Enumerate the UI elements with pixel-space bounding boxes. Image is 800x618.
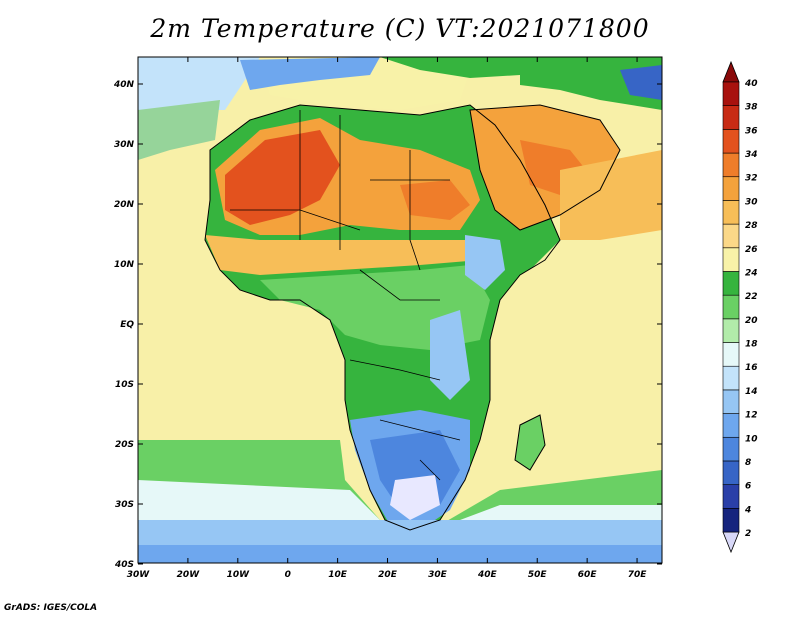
lon-tick-label: 30W <box>127 570 151 580</box>
lat-tick-label: 40N <box>113 80 135 90</box>
colorbar-label: 20 <box>745 316 758 326</box>
colorbar-swatch <box>722 342 740 367</box>
lon-tick-label: 70E <box>628 570 648 580</box>
colorbar-swatch <box>722 294 740 320</box>
colorbar-label: 8 <box>745 458 751 468</box>
colorbar-swatch <box>722 247 740 272</box>
colorbar-label: 12 <box>745 411 758 421</box>
lat-tick-label: 10S <box>115 380 134 390</box>
colorbar-label: 24 <box>745 268 758 278</box>
sudan-hot <box>400 180 470 220</box>
lon-tick-label: 10E <box>328 570 348 580</box>
colorbar-swatch <box>722 460 740 485</box>
colorbar-swatch <box>722 105 740 130</box>
colorbar-swatch <box>722 81 740 106</box>
colorbar-label: 10 <box>745 434 758 444</box>
arabia-coastline <box>469 104 621 231</box>
west-sahara-hottest <box>225 130 340 225</box>
colorbar-swatch <box>722 389 740 414</box>
asia-cool <box>620 65 662 100</box>
lon-tick-label: 20W <box>177 570 201 580</box>
atlantic-green-band <box>138 100 220 160</box>
lat-tick-label: 30N <box>114 140 135 150</box>
colorbar-swatch <box>722 271 740 296</box>
colorbar-label: 36 <box>745 126 758 136</box>
ethiopia-cool <box>465 235 505 290</box>
lon-tick-label: 50E <box>528 570 548 580</box>
colorbar-label: 14 <box>745 387 758 397</box>
colorbar-label: 34 <box>745 150 758 160</box>
colorbar-label: 40 <box>744 79 758 89</box>
lat-tick-label: 20S <box>115 440 134 450</box>
arabian-sea-warm <box>560 150 662 240</box>
lon-tick-label: 30E <box>428 570 448 580</box>
colorbar-swatch <box>722 365 740 391</box>
colorbar-swatch <box>722 508 740 533</box>
map-plot-area <box>138 57 662 563</box>
europe-green <box>380 57 520 78</box>
map-frame <box>137 56 663 564</box>
latitude-axis: 40N 30N 20N 10N EQ 10S 20S 30S 40S <box>113 80 662 570</box>
colorbar-label: 28 <box>745 221 758 231</box>
north-atlantic-cool <box>138 57 260 120</box>
country-borders <box>230 110 461 481</box>
longitude-axis: 30W 20W 10W 0 10E 20E 30E 40E 50E 60E 70E <box>127 57 647 580</box>
colorbar-label: 16 <box>745 363 758 373</box>
lat-tick-label: 40S <box>114 560 134 570</box>
colorbar-swatch <box>722 223 740 249</box>
lat-tick-label: 10N <box>114 260 135 270</box>
madagascar <box>515 415 545 470</box>
africa-coastline <box>204 104 561 531</box>
lon-tick-label: 0 <box>285 570 291 580</box>
lon-tick-label: 20E <box>378 570 398 580</box>
colorbar-swatch <box>722 484 740 509</box>
colorbar-label: 6 <box>745 482 751 492</box>
lon-tick-label: 60E <box>578 570 598 580</box>
lat-tick-label: 20N <box>114 200 135 210</box>
colorbar-max-triangle <box>722 60 740 83</box>
rift-cool <box>430 310 470 400</box>
map-title: 2m Temperature (C) VT:2021071800 <box>150 14 650 43</box>
lat-tick-label: 30S <box>115 500 134 510</box>
colorbar-swatch <box>722 129 740 154</box>
madagascar-coastline <box>514 414 546 471</box>
lon-tick-label: 10W <box>227 570 251 580</box>
lat-tick-label: EQ <box>120 320 134 330</box>
colorbar-label: 38 <box>745 103 758 113</box>
south-africa-coldest <box>390 475 440 520</box>
southern-ocean-cooler <box>138 545 662 563</box>
colorbar-min-triangle <box>722 531 740 554</box>
europe-cool <box>240 57 380 90</box>
colorbar-swatch <box>722 413 740 438</box>
lon-tick-label: 40E <box>477 570 498 580</box>
colorbar-label: 32 <box>745 174 758 184</box>
colorbar-label: 2 <box>745 529 751 539</box>
credit-text: GrADS: IGES/COLA <box>4 603 98 613</box>
colorbar-swatch <box>722 176 740 201</box>
colorbar-swatch <box>722 152 740 178</box>
colorbar-label: 26 <box>745 245 758 255</box>
colorbar-label: 22 <box>745 292 758 302</box>
colorbar-label: 4 <box>744 505 751 515</box>
colorbar-label: 30 <box>745 197 758 207</box>
indian-ocean <box>500 230 662 420</box>
colorbar-swatch <box>722 200 740 225</box>
colorbar-swatch <box>722 318 740 343</box>
colorbar-swatch <box>722 436 740 462</box>
colorbar-label: 18 <box>745 340 758 350</box>
